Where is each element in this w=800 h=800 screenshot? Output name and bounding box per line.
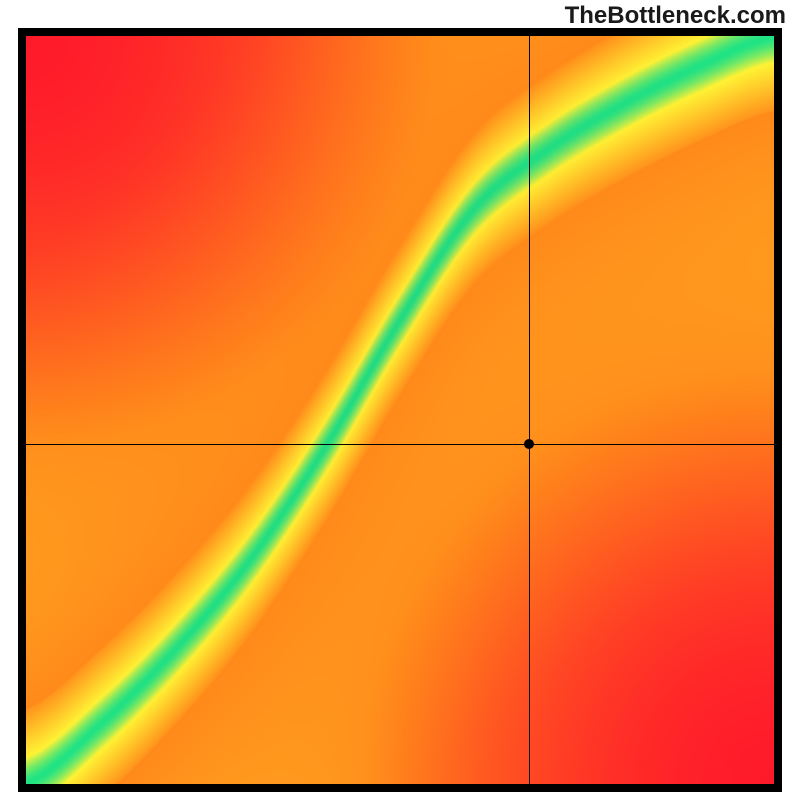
plot-frame (18, 28, 782, 792)
crosshair-horizontal (26, 444, 774, 445)
chart-container: TheBottleneck.com (0, 0, 800, 800)
crosshair-vertical (529, 36, 530, 784)
watermark-text: TheBottleneck.com (565, 2, 786, 30)
crosshair-marker (524, 439, 534, 449)
heatmap-canvas (26, 36, 774, 784)
